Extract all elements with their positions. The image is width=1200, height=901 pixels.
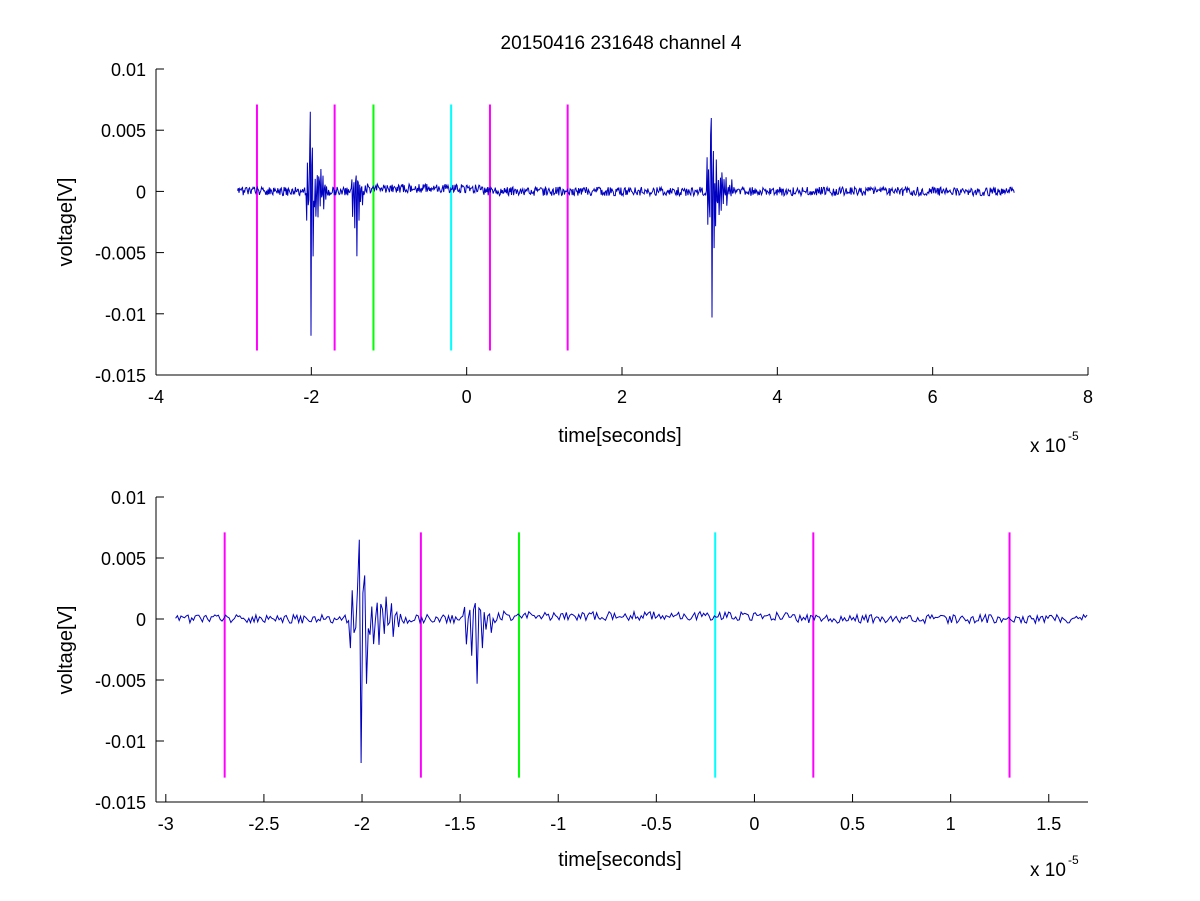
marker-lines [255,104,569,351]
x-tick-label: 8 [1083,387,1093,407]
y-tick-label: 0.01 [111,60,146,80]
x-exponent-base: x 10 [1030,860,1066,881]
x-exponent-power: -5 [1068,429,1079,443]
x-tick-label: -2 [303,387,319,407]
y-tick-label: -0.005 [95,244,146,264]
y-tick-label: 0 [136,182,146,202]
x-axis-label: time[seconds] [558,849,681,871]
y-tick-label: -0.015 [95,366,146,386]
x-tick-label: -3 [158,814,174,834]
signal-series [237,111,1015,336]
x-exponent-base: x 10 [1030,436,1066,457]
y-tick-label: -0.005 [95,671,146,691]
y-axis-label: voltage[V] [55,606,77,695]
y-tick-label: -0.01 [105,305,146,325]
y-tick-label: -0.015 [95,793,146,813]
x-tick-label: 0 [749,814,759,834]
y-tick-label: 0.005 [101,549,146,569]
x-exponent-power: -5 [1068,853,1079,867]
x-tick-label: 6 [928,387,938,407]
signal-series [175,539,1088,764]
x-ticks: -3 -2.5 -2 -1.5 -1 -0.5 0 0.5 1 1.5 [158,794,1061,834]
x-tick-label: -4 [148,387,164,407]
x-tick-label: -1 [550,814,566,834]
x-tick-label: -2.5 [248,814,279,834]
y-tick-label: 0.01 [111,488,146,508]
y-tick-label: 0.005 [101,121,146,141]
x-tick-label: -0.5 [641,814,672,834]
y-axis-label: voltage[V] [55,178,77,267]
x-tick-label: 0.5 [840,814,865,834]
y-tick-label: -0.01 [105,732,146,752]
x-exponent: x 10 -5 [1030,853,1079,881]
x-axis-label: time[seconds] [558,425,681,447]
y-tick-label: 0 [136,610,146,630]
top-subplot: 20150416 231648 channel 4 -4 -2 0 2 4 6 8 0.01… [55,33,1093,457]
chart-title: 20150416 231648 channel 4 [501,33,742,54]
x-ticks: -4 -2 0 2 4 6 8 [148,367,1093,407]
x-tick-label: 1 [946,814,956,834]
x-tick-label: 1.5 [1036,814,1061,834]
bottom-subplot: -3 -2.5 -2 -1.5 -1 -0.5 0 0.5 1 1.5 0.01 0.005 0 -0.… [55,488,1088,881]
x-tick-label: 4 [772,387,782,407]
y-ticks: 0.01 0.005 0 -0.005 -0.01 -0.015 [95,60,164,386]
x-exponent: x 10 -5 [1030,429,1079,457]
axes [155,69,1088,376]
x-tick-label: 0 [462,387,472,407]
signal-line [237,111,1015,336]
x-tick-label: 2 [617,387,627,407]
x-tick-label: -1.5 [445,814,476,834]
x-tick-label: -2 [354,814,370,834]
y-ticks: 0.01 0.005 0 -0.005 -0.01 -0.015 [95,488,164,813]
signal-line [175,539,1088,764]
axes [155,497,1088,803]
marker-lines [223,532,1011,778]
